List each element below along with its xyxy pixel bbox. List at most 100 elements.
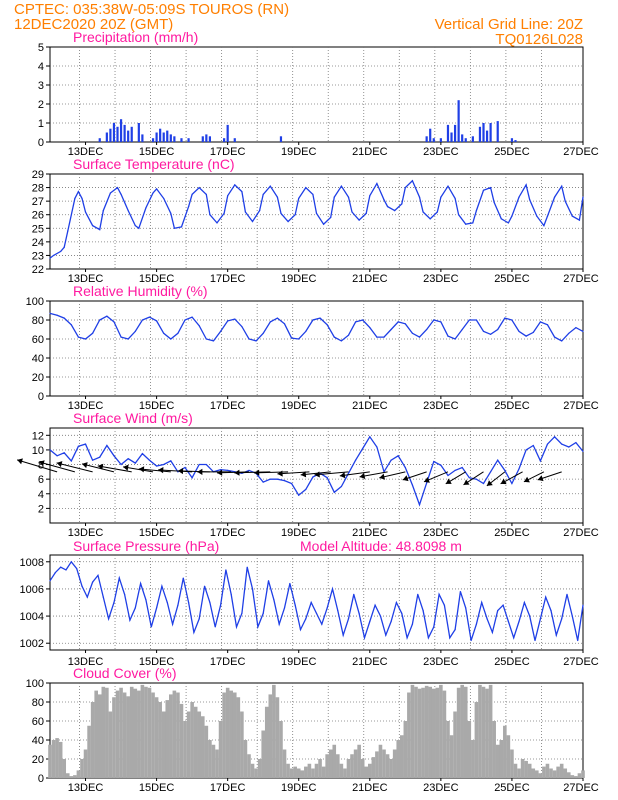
data-bar bbox=[485, 688, 489, 778]
x-tick-label: 23DEC bbox=[423, 782, 459, 794]
data-point bbox=[70, 561, 72, 563]
data-point bbox=[427, 637, 430, 639]
data-point bbox=[564, 200, 566, 202]
data-point bbox=[481, 601, 483, 604]
data-bar bbox=[399, 735, 404, 778]
y-tick-label: 4 bbox=[38, 61, 44, 73]
data-point bbox=[244, 211, 247, 213]
data-bar bbox=[166, 130, 169, 142]
data-bar bbox=[431, 688, 436, 778]
data-point bbox=[124, 593, 126, 595]
data-bar bbox=[453, 124, 457, 142]
data-bar bbox=[208, 740, 212, 778]
data-point bbox=[108, 618, 110, 620]
x-tick-label: 19DEC bbox=[281, 527, 317, 539]
y-tick-label: 27 bbox=[32, 196, 44, 208]
data-point bbox=[525, 449, 527, 451]
data-point bbox=[315, 612, 318, 614]
data-point bbox=[459, 591, 462, 593]
data-bar bbox=[481, 686, 486, 778]
data-bar bbox=[105, 132, 108, 142]
data-bar bbox=[535, 770, 539, 778]
data-point bbox=[534, 639, 536, 642]
data-point bbox=[369, 195, 371, 197]
data-point bbox=[127, 458, 129, 460]
data-bar bbox=[556, 766, 560, 778]
data-point bbox=[198, 618, 200, 620]
data-point bbox=[305, 186, 307, 189]
data-bar bbox=[183, 721, 187, 778]
data-point bbox=[273, 599, 275, 601]
data-point bbox=[227, 469, 229, 471]
y-tick-label: 0 bbox=[38, 137, 44, 149]
data-bar bbox=[169, 134, 172, 142]
data-bar bbox=[193, 706, 198, 778]
data-bar bbox=[204, 725, 209, 778]
data-bar bbox=[51, 740, 56, 778]
data-point bbox=[454, 338, 456, 340]
x-tick-label: 27DEC bbox=[563, 527, 599, 539]
panel-subtitle: Model Altitude: 48.8098 m bbox=[300, 538, 462, 554]
data-point bbox=[305, 488, 307, 490]
data-bar bbox=[65, 773, 70, 778]
data-point bbox=[267, 580, 270, 582]
y-tick-label: 10 bbox=[32, 445, 44, 457]
x-tick-label: 17DEC bbox=[210, 400, 246, 412]
header-grid-line: Vertical Grid Line: 20Z bbox=[435, 16, 583, 33]
data-point bbox=[433, 461, 435, 463]
data-bar bbox=[151, 138, 155, 142]
data-point bbox=[246, 566, 248, 568]
data-point bbox=[191, 477, 193, 479]
data-point bbox=[354, 321, 357, 323]
data-bar bbox=[233, 138, 236, 142]
x-tick-label: 25DEC bbox=[494, 400, 530, 412]
data-point bbox=[458, 214, 460, 216]
data-bar bbox=[236, 697, 241, 778]
data-point bbox=[163, 332, 165, 334]
data-point bbox=[449, 637, 451, 639]
wind-vector-head bbox=[97, 463, 104, 470]
data-point bbox=[340, 185, 342, 187]
data-bar bbox=[450, 132, 453, 142]
data-point bbox=[305, 330, 307, 332]
wind-vector bbox=[97, 465, 132, 473]
x-tick-label: 17DEC bbox=[210, 273, 246, 285]
data-bar bbox=[336, 754, 340, 778]
data-bar bbox=[87, 725, 91, 778]
wind-vector-head bbox=[158, 467, 164, 474]
data-point bbox=[504, 317, 506, 319]
x-tick-label: 15DEC bbox=[139, 527, 175, 539]
data-bar bbox=[200, 716, 205, 778]
wind-vector bbox=[277, 471, 310, 475]
data-point bbox=[333, 491, 335, 493]
data-bar bbox=[463, 686, 468, 778]
data-bar bbox=[570, 775, 575, 778]
data-point bbox=[561, 443, 563, 445]
data-point bbox=[497, 459, 499, 461]
data-bar bbox=[417, 688, 422, 778]
data-bar bbox=[307, 763, 312, 778]
data-point bbox=[490, 333, 492, 335]
data-bar bbox=[73, 775, 77, 778]
data-point bbox=[163, 463, 165, 466]
data-bar bbox=[478, 126, 482, 142]
y-tick-label: 12 bbox=[32, 430, 44, 442]
data-point bbox=[177, 604, 179, 606]
data-point bbox=[140, 582, 142, 585]
data-bar bbox=[187, 138, 190, 142]
data-point bbox=[54, 572, 56, 574]
data-point bbox=[109, 192, 112, 194]
wind-vector bbox=[81, 463, 115, 473]
y-tick-label: 1002 bbox=[20, 638, 44, 650]
data-point bbox=[518, 330, 520, 332]
data-bar bbox=[300, 770, 305, 778]
wind-vector-head bbox=[445, 478, 452, 484]
data-point bbox=[298, 197, 300, 200]
data-point bbox=[92, 332, 94, 334]
data-point bbox=[184, 319, 186, 321]
data-point bbox=[363, 637, 366, 639]
data-point bbox=[347, 472, 350, 474]
data-bar bbox=[169, 694, 173, 778]
data-point bbox=[539, 618, 541, 620]
data-point bbox=[426, 482, 428, 484]
